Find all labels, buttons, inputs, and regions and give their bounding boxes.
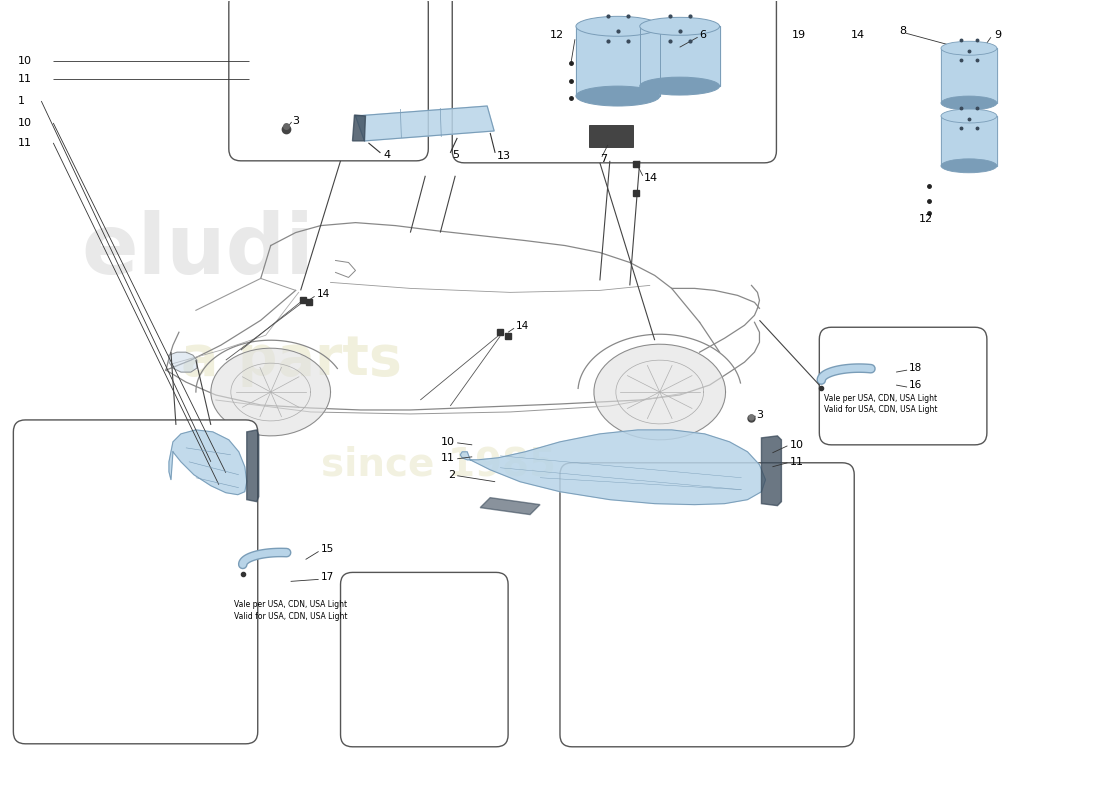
Text: 13: 13 (497, 151, 512, 161)
Text: 14: 14 (516, 322, 529, 331)
Text: Vale per USA, CDN, USA Light: Vale per USA, CDN, USA Light (234, 600, 346, 609)
Text: Valid for USA, CDN, USA Light: Valid for USA, CDN, USA Light (824, 406, 938, 414)
Polygon shape (169, 352, 197, 372)
Text: 11: 11 (18, 74, 31, 84)
Text: 19: 19 (791, 30, 805, 40)
Ellipse shape (940, 96, 997, 110)
FancyBboxPatch shape (452, 0, 777, 163)
Ellipse shape (940, 159, 997, 173)
FancyBboxPatch shape (820, 327, 987, 445)
Text: 14: 14 (851, 30, 866, 40)
Text: 12: 12 (550, 30, 564, 40)
Polygon shape (940, 48, 997, 103)
Text: 1: 1 (18, 96, 24, 106)
Polygon shape (355, 106, 494, 141)
Text: 10: 10 (18, 118, 31, 128)
Text: 5: 5 (452, 150, 459, 160)
Text: 15: 15 (320, 545, 333, 554)
Polygon shape (640, 26, 719, 86)
Text: 8: 8 (899, 26, 906, 36)
Text: 11: 11 (18, 138, 31, 148)
Text: 10: 10 (441, 437, 455, 447)
FancyBboxPatch shape (341, 572, 508, 746)
Polygon shape (481, 498, 540, 514)
Polygon shape (460, 430, 766, 505)
Polygon shape (246, 430, 258, 502)
Text: eludi: eludi (81, 210, 315, 291)
Text: 3: 3 (757, 410, 763, 420)
FancyBboxPatch shape (560, 462, 855, 746)
Text: 9: 9 (994, 30, 1001, 40)
Polygon shape (576, 26, 660, 96)
Polygon shape (594, 344, 726, 440)
Ellipse shape (940, 42, 997, 55)
Text: 10: 10 (18, 56, 31, 66)
Ellipse shape (940, 109, 997, 123)
Text: 6: 6 (700, 30, 706, 40)
Ellipse shape (640, 18, 719, 35)
Ellipse shape (576, 86, 660, 106)
FancyBboxPatch shape (588, 125, 632, 147)
Text: 7: 7 (600, 154, 607, 164)
Polygon shape (761, 436, 781, 506)
Text: 4: 4 (384, 150, 390, 160)
Polygon shape (211, 348, 331, 436)
FancyBboxPatch shape (13, 420, 257, 744)
Text: 17: 17 (320, 572, 333, 582)
Text: Valid for USA, CDN, USA Light: Valid for USA, CDN, USA Light (234, 612, 348, 621)
FancyBboxPatch shape (229, 0, 428, 161)
Polygon shape (352, 115, 365, 141)
Polygon shape (940, 116, 997, 166)
Ellipse shape (640, 77, 719, 95)
Text: a parts: a parts (180, 333, 402, 387)
Ellipse shape (576, 16, 660, 36)
Text: 14: 14 (317, 290, 330, 299)
Text: Vale per USA, CDN, USA Light: Vale per USA, CDN, USA Light (824, 394, 937, 402)
Text: 10: 10 (790, 440, 803, 450)
Text: 16: 16 (909, 380, 922, 390)
Polygon shape (169, 430, 246, 494)
Text: 11: 11 (790, 457, 803, 466)
Text: 3: 3 (293, 116, 299, 126)
Text: 18: 18 (909, 363, 922, 373)
Text: 12: 12 (920, 214, 933, 224)
Text: 2: 2 (448, 470, 455, 480)
Text: since 1985: since 1985 (320, 446, 556, 484)
Text: 11: 11 (441, 453, 455, 462)
Text: 14: 14 (644, 173, 658, 182)
